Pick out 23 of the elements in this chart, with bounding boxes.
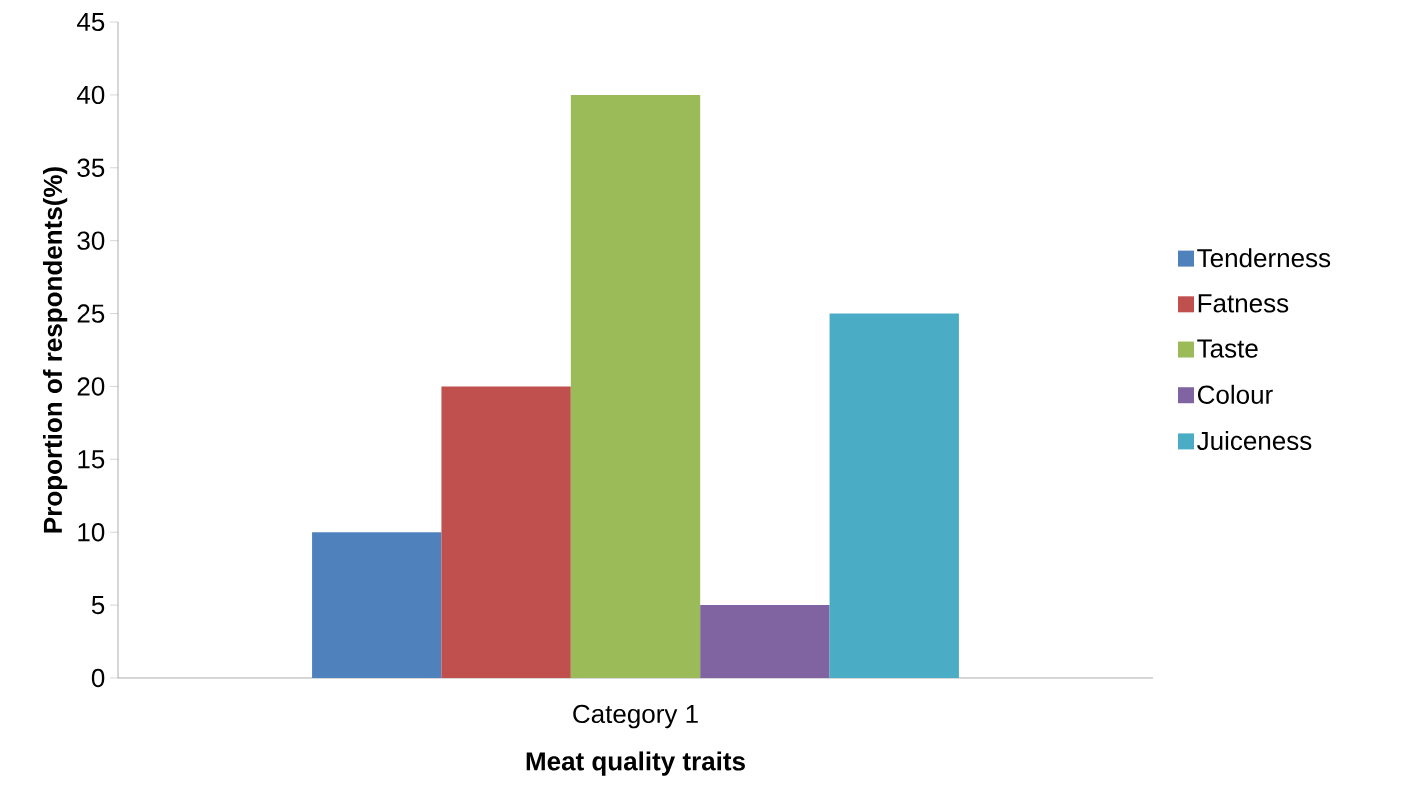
y-tick-label: 35 [77,158,105,177]
y-tick-label: 20 [77,377,105,396]
y-tick-label: 25 [77,304,105,323]
legend-label: Colour [1197,384,1273,404]
legend-label: Tenderness [1197,248,1331,268]
bar [570,94,701,678]
y-axis-title: Proportion of respondents(%) [42,167,68,533]
y-tick-label: 5 [91,596,105,615]
legend-label: Taste [1197,339,1258,358]
x-axis-title: Meat quality traits [526,751,745,776]
y-tick-label: 45 [76,12,105,32]
bar [700,605,830,678]
bar [829,313,959,678]
bar [312,532,442,678]
y-tick-label: 15 [78,450,105,469]
y-tick-label: 0 [91,668,105,688]
legend-label: Juiceness [1197,430,1312,451]
x-tick-label: Category 1 [573,704,698,729]
legend-label: Fatness [1198,294,1289,313]
y-tick-label: 30 [77,231,105,250]
y-tick-label: 10 [78,523,105,542]
y-tick-label: 40 [76,85,105,105]
bar [441,386,571,678]
